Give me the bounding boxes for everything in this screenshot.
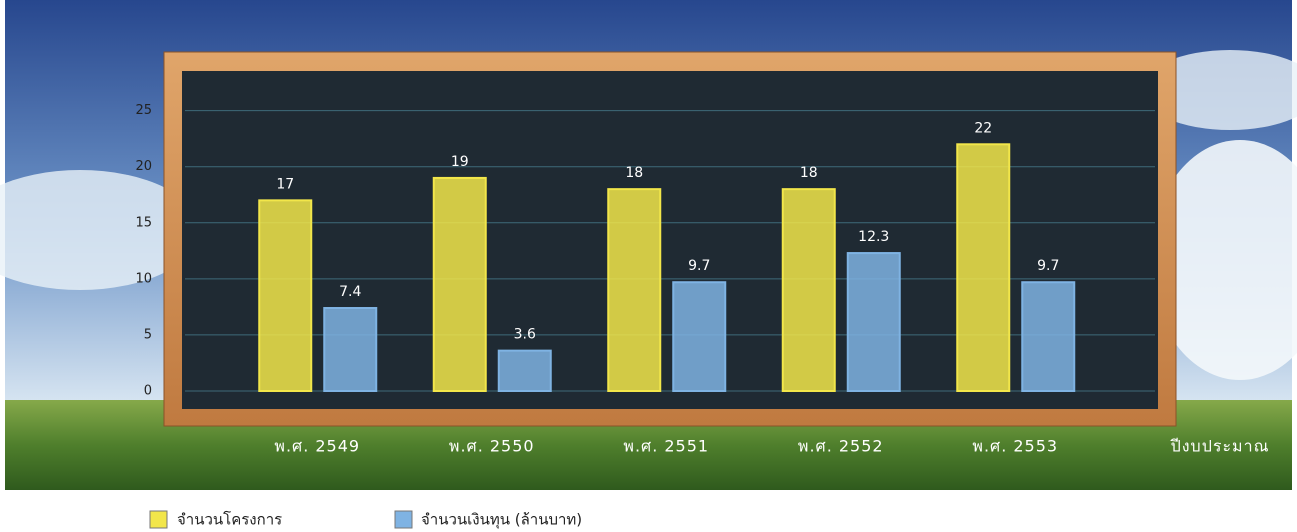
y-tick-label: 15 xyxy=(135,215,152,230)
value-label: 18 xyxy=(625,165,643,181)
bar xyxy=(323,307,378,392)
cloud xyxy=(1150,140,1297,380)
bar xyxy=(781,188,836,392)
x-axis-label: ปีงบประมาณ xyxy=(1170,437,1269,456)
bar xyxy=(432,176,487,392)
bar xyxy=(846,252,901,392)
bar xyxy=(497,349,552,392)
value-label: 9.7 xyxy=(1037,258,1059,274)
y-tick-label: 5 xyxy=(144,327,152,342)
x-tick-label: พ.ศ. 2551 xyxy=(623,437,709,456)
legend-swatch xyxy=(394,510,413,529)
value-label: 3.6 xyxy=(514,327,536,343)
cloud xyxy=(0,170,200,290)
cloud xyxy=(1140,50,1297,130)
value-label: 12.3 xyxy=(858,229,889,245)
value-label: 17 xyxy=(276,176,294,192)
bar xyxy=(1021,281,1076,393)
bar xyxy=(258,199,313,392)
legend-label: จำนวนเงินทุน (ล้านบาท) xyxy=(421,511,582,530)
x-tick-label: พ.ศ. 2549 xyxy=(274,437,360,456)
x-tick-label: พ.ศ. 2552 xyxy=(798,437,884,456)
value-label: 18 xyxy=(800,165,818,181)
bar xyxy=(956,143,1011,392)
value-label: 19 xyxy=(451,154,469,170)
y-tick-label: 10 xyxy=(135,271,152,286)
value-label: 7.4 xyxy=(339,284,361,300)
x-tick-label: พ.ศ. 2553 xyxy=(972,437,1058,456)
y-tick-label: 25 xyxy=(135,103,152,118)
y-tick-label: 20 xyxy=(135,159,152,174)
value-label: 9.7 xyxy=(688,258,710,274)
y-tick-label: 0 xyxy=(144,384,152,399)
bar xyxy=(672,281,727,393)
legend-label: จำนวนโครงการ xyxy=(177,511,282,529)
legend-swatch xyxy=(149,510,168,529)
value-label: 22 xyxy=(974,120,992,136)
x-tick-label: พ.ศ. 2550 xyxy=(449,437,535,456)
bar xyxy=(607,188,662,392)
